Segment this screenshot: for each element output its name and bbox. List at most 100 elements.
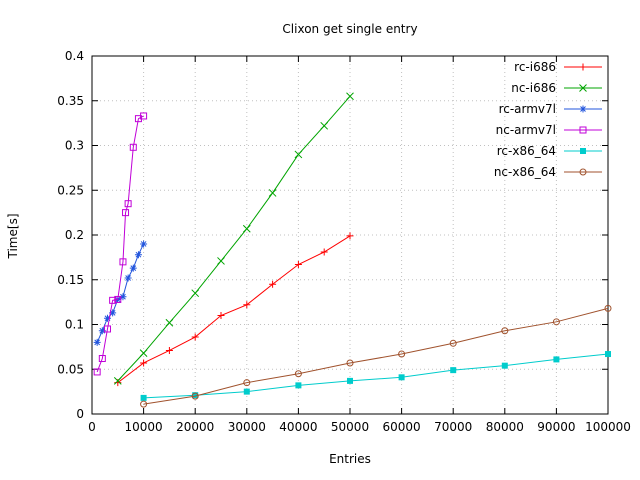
plus-marker — [191, 333, 199, 341]
legend-label: nc-armv7l — [496, 123, 556, 137]
y-tick-label: 0.2 — [65, 228, 84, 242]
plot-border — [91, 55, 609, 415]
circle-open-marker — [449, 339, 457, 347]
x-tick-label: 30000 — [228, 420, 266, 434]
x-axis-label: Entries — [329, 452, 371, 466]
legend-entry-rc-x86_64: rc-x86_64 — [497, 144, 602, 158]
square-filled-marker — [605, 351, 611, 358]
square-open-marker — [98, 355, 106, 363]
legend-label: rc-x86_64 — [497, 144, 556, 158]
square-open-marker — [122, 209, 130, 217]
square-open-marker — [119, 258, 127, 266]
asterisk-marker — [134, 251, 142, 259]
y-tick-label: 0.15 — [57, 273, 84, 287]
legend: rc-i686 nc-i686 rc-armv7l nc-armv7l rc-x86_6… — [494, 60, 602, 179]
circle-open-marker — [398, 350, 406, 358]
asterisk-marker — [119, 293, 127, 301]
square-filled-marker — [501, 362, 508, 369]
y-axis-label: Time[s] — [6, 214, 20, 260]
circle-open-marker — [501, 327, 509, 335]
circle-open-marker — [604, 304, 612, 312]
series-nc-i686 — [113, 92, 354, 385]
x-tick-label: 80000 — [486, 420, 524, 434]
plus-marker — [294, 261, 302, 269]
x-marker — [346, 92, 354, 101]
series-line — [96, 115, 144, 373]
plus-marker — [579, 63, 587, 71]
y-tick-label: 0.1 — [65, 318, 84, 332]
legend-label: rc-i686 — [514, 60, 556, 74]
square-filled-marker — [450, 367, 457, 374]
series-nc-x86_64 — [140, 304, 612, 408]
x-marker — [139, 349, 148, 357]
legend-entry-rc-armv7l: rc-armv7l — [499, 102, 602, 116]
circle-open-marker — [294, 370, 302, 378]
y-tick-label: 0.4 — [65, 49, 84, 63]
x-marker — [294, 150, 303, 159]
series-line — [117, 95, 351, 382]
x-marker — [320, 121, 329, 130]
circle-open-marker — [552, 318, 560, 326]
asterisk-marker — [103, 314, 111, 322]
x-tick-label: 90000 — [537, 420, 575, 434]
square-open-marker — [579, 126, 587, 134]
square-open-marker — [109, 296, 117, 304]
x-tick-label: 50000 — [331, 420, 369, 434]
data-series — [93, 92, 612, 408]
square-filled-marker — [140, 394, 147, 401]
plus-marker — [320, 248, 328, 256]
x-marker — [268, 189, 277, 197]
square-open-marker — [114, 295, 122, 303]
square-open-marker — [103, 325, 111, 333]
asterisk-marker — [129, 264, 137, 272]
plus-marker — [165, 346, 173, 354]
asterisk-marker — [93, 338, 101, 346]
series-line — [117, 235, 351, 384]
square-open-marker — [93, 368, 101, 376]
y-tick-label: 0.3 — [65, 139, 84, 153]
circle-open-marker — [579, 168, 587, 176]
x-tick-label: 70000 — [434, 420, 472, 434]
asterisk-marker — [109, 309, 117, 317]
legend-entry-nc-x86_64: nc-x86_64 — [494, 165, 602, 179]
legend-label: nc-x86_64 — [494, 165, 556, 179]
tick-labels: 0 10000 20000 30000 40000 50000 60000 70000 8000… — [57, 49, 631, 434]
y-tick-label: 0.25 — [57, 183, 84, 197]
asterisk-marker — [124, 274, 132, 282]
series-rc-i686 — [114, 232, 354, 387]
square-filled-marker — [553, 356, 560, 363]
x-tick-label: 0 — [88, 420, 96, 434]
x-marker — [579, 84, 587, 92]
square-open-marker — [140, 112, 148, 120]
square-filled-marker — [243, 388, 250, 395]
square-filled-marker — [580, 148, 586, 154]
series-rc-x86_64 — [140, 351, 611, 401]
chart-title: Clixon get single entry — [282, 22, 417, 36]
legend-entry-nc-armv7l: nc-armv7l — [496, 123, 602, 137]
square-filled-marker — [398, 374, 405, 381]
x-tick-label: 60000 — [383, 420, 421, 434]
square-filled-marker — [192, 392, 199, 399]
x-marker — [113, 377, 122, 385]
legend-label: nc-i686 — [511, 81, 556, 95]
series-line — [143, 353, 609, 399]
circle-open-marker — [191, 392, 199, 400]
x-marker — [242, 224, 251, 233]
x-tick-label: 40000 — [279, 420, 317, 434]
circle-open-marker — [346, 359, 354, 367]
x-tick-label: 10000 — [125, 420, 163, 434]
circle-open-marker — [140, 400, 148, 408]
legend-entry-rc-i686: rc-i686 — [514, 60, 602, 74]
y-tick-label: 0.35 — [57, 94, 84, 108]
series-line — [143, 307, 609, 405]
legend-entry-nc-i686: nc-i686 — [511, 81, 602, 95]
x-marker — [217, 257, 225, 265]
axes — [91, 55, 609, 415]
asterisk-marker — [140, 240, 148, 248]
plus-marker — [269, 280, 277, 288]
asterisk-marker — [98, 327, 106, 335]
square-filled-marker — [347, 377, 353, 384]
legend-label: rc-armv7l — [499, 102, 556, 116]
square-filled-marker — [295, 382, 302, 389]
